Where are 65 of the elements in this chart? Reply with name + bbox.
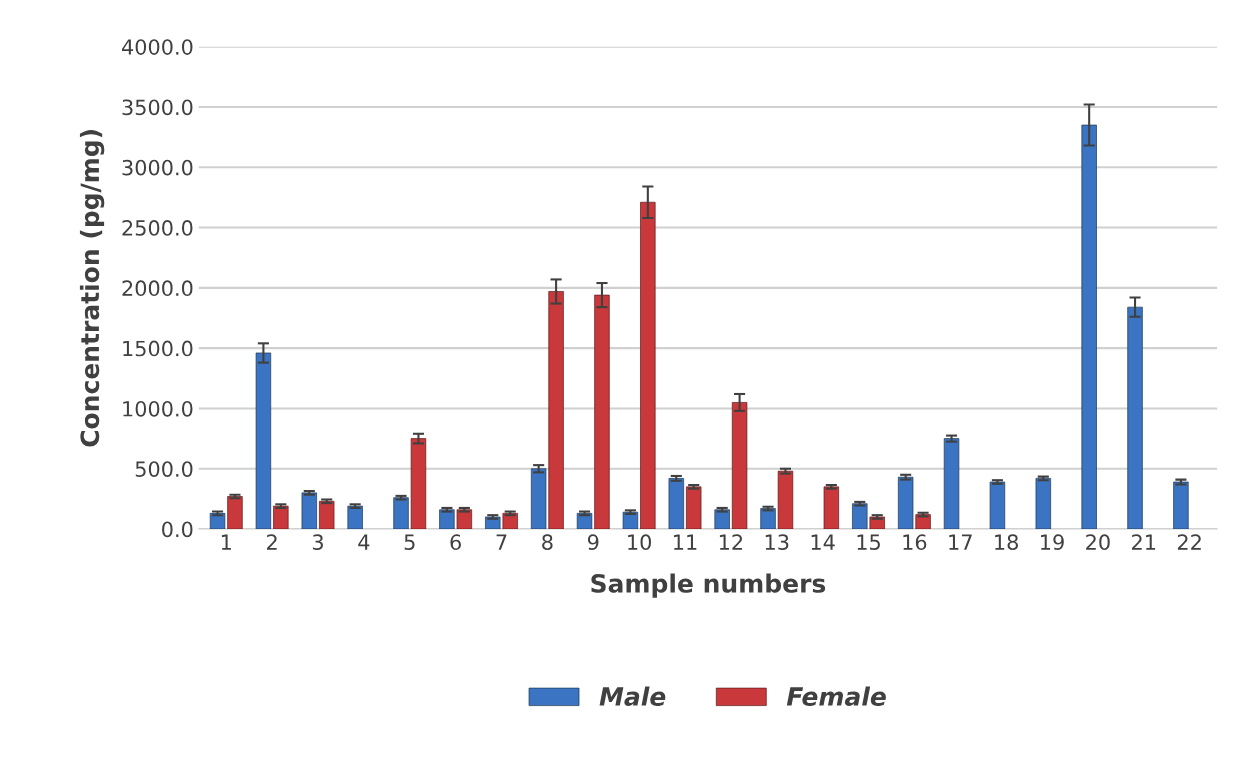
bar <box>548 291 564 530</box>
bar <box>777 470 794 530</box>
x-tick-label: 16 <box>903 534 927 551</box>
x-tick-label: 1 <box>221 534 231 550</box>
x-tick-label: 4 <box>358 534 370 550</box>
x-tick-label: 2 <box>267 534 277 550</box>
x-tick-label: 3 <box>312 534 323 551</box>
x-tick-label: 18 <box>995 534 1018 551</box>
bar <box>301 492 317 530</box>
bar <box>714 509 730 530</box>
y-axis-title: Concentration (pg/mg) <box>79 130 105 447</box>
bar <box>943 438 960 530</box>
bar <box>1081 124 1097 530</box>
bar <box>530 468 547 530</box>
bar <box>255 352 272 530</box>
bar <box>502 513 518 530</box>
bar <box>1127 306 1143 530</box>
y-tick-label: 4000.0 <box>121 39 193 55</box>
bar <box>1035 478 1051 530</box>
bar <box>823 486 840 530</box>
x-axis-title: Sample numbers <box>591 573 826 598</box>
legend-label: Male <box>599 686 666 706</box>
bar <box>989 481 1006 530</box>
y-tick-label: 1500.0 <box>123 340 193 357</box>
y-tick-label: 1000.0 <box>123 400 193 417</box>
x-tick-label: 8 <box>542 534 553 551</box>
x-tick-label: 10 <box>628 534 651 551</box>
y-tick-label: 500.0 <box>135 461 193 477</box>
x-tick-label: 5 <box>404 534 415 551</box>
bar <box>347 505 363 530</box>
x-tick-label: 6 <box>450 534 461 551</box>
legend-label: Female <box>786 686 886 706</box>
bar <box>319 500 335 530</box>
x-tick-label: 9 <box>587 534 599 551</box>
x-tick-label: 13 <box>765 534 789 551</box>
x-tick-label: 20 <box>1086 534 1110 551</box>
bar <box>897 476 914 530</box>
y-tick-label: 3000.0 <box>122 159 193 176</box>
x-tick-label: 15 <box>857 534 880 551</box>
bar <box>439 509 455 530</box>
bar <box>731 402 748 530</box>
bar <box>852 503 868 530</box>
x-tick-label: 22 <box>1177 534 1201 550</box>
y-tick-label: 3500.0 <box>122 99 193 116</box>
x-tick-label: 11 <box>674 534 697 550</box>
bar <box>410 438 427 530</box>
bar <box>456 509 473 530</box>
y-tick-label: 2000.0 <box>122 280 193 297</box>
x-tick-label: 19 <box>1041 534 1064 551</box>
x-tick-label: 14 <box>811 534 835 550</box>
bar <box>393 497 409 530</box>
x-tick-label: 12 <box>719 534 743 550</box>
bar <box>227 496 243 530</box>
bar <box>1173 481 1189 530</box>
bar <box>273 505 289 530</box>
bar <box>668 478 684 530</box>
bar <box>640 201 656 530</box>
bar <box>686 486 702 530</box>
x-tick-label: 17 <box>949 534 972 550</box>
y-tick-label: 2500.0 <box>122 220 193 236</box>
bar <box>594 294 610 530</box>
y-tick-label: 0.0 <box>162 521 193 538</box>
x-tick-label: 7 <box>496 534 507 550</box>
x-tick-label: 21 <box>1132 534 1156 550</box>
bar <box>622 511 639 530</box>
